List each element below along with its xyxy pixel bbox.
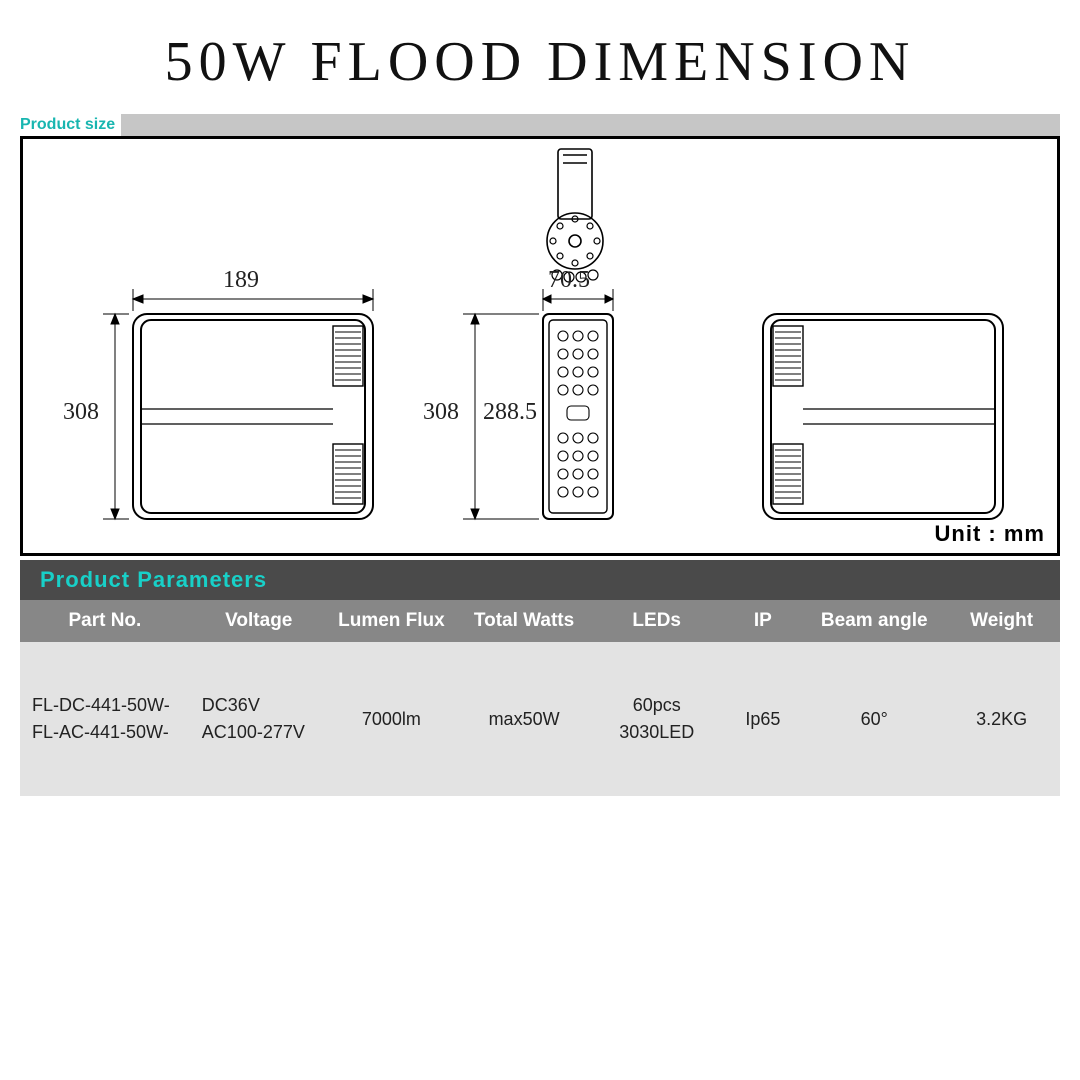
page-title: 50W FLOOD DIMENSION [0,0,1080,114]
cell-leds: 60pcs3030LED [593,642,720,796]
cell-lumen: 7000lm [328,642,455,796]
dim-70-5: 70.5 [548,267,590,294]
product-size-label: Product size [20,114,121,136]
cell-voltage: DC36VAC100-277V [190,642,328,796]
col-weight: Weight [943,600,1060,642]
cell-partno: FL-DC-441-50W-FL-AC-441-50W- [20,642,190,796]
unit-label: Unit : mm [935,521,1045,547]
product-size-bar: Product size [20,114,1060,136]
drawing-frame: 189 308 308 70.5 288.5 Unit : mm [20,136,1060,556]
col-ip: IP [720,600,805,642]
col-voltage: Voltage [190,600,328,642]
col-watts: Total Watts [455,600,593,642]
table-row: FL-DC-441-50W-FL-AC-441-50W- DC36VAC100-… [20,642,1060,796]
product-parameters-bar: Product Parameters [20,560,1060,600]
dim-189: 189 [223,267,259,294]
dim-308-mid: 308 [423,399,459,426]
parameters-table: Part No. Voltage Lumen Flux Total Watts … [20,600,1060,796]
col-beam: Beam angle [805,600,943,642]
dim-288-5: 288.5 [483,399,537,426]
product-parameters-label: Product Parameters [20,567,267,593]
dim-308-left: 308 [63,399,99,426]
cell-weight: 3.2KG [943,642,1060,796]
cell-beam: 60° [805,642,943,796]
cell-ip: Ip65 [720,642,805,796]
col-leds: LEDs [593,600,720,642]
table-header-row: Part No. Voltage Lumen Flux Total Watts … [20,600,1060,642]
col-partno: Part No. [20,600,190,642]
cell-watts: max50W [455,642,593,796]
technical-drawing [23,139,1057,553]
col-lumen: Lumen Flux [328,600,455,642]
